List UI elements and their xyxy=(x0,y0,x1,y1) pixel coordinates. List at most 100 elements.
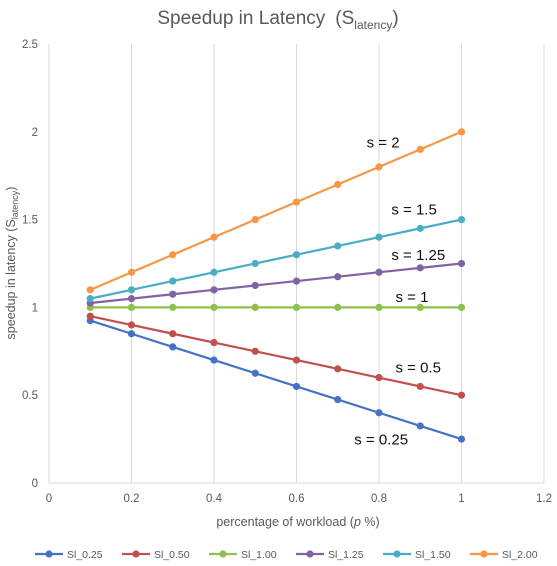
y-axis-title-text: speedup in latency (S xyxy=(4,219,18,339)
x-tick-label: 1 xyxy=(458,493,464,505)
data-point xyxy=(457,259,466,268)
data-point xyxy=(251,259,259,268)
series-line xyxy=(90,262,462,305)
data-point xyxy=(375,268,383,276)
data-point xyxy=(292,198,301,206)
legend-item: Sl_0.50 xyxy=(122,549,190,561)
data-point xyxy=(334,180,342,189)
chart-title-symbol-subscript: latency xyxy=(354,18,392,32)
series-annotation: s = 1 xyxy=(396,289,429,306)
data-point xyxy=(127,268,136,276)
data-point xyxy=(375,233,383,241)
series-sl-0-50 xyxy=(86,312,466,399)
y-tick-label: 0 xyxy=(32,478,38,490)
data-point xyxy=(251,303,259,311)
y-axis-title-subscript: latency xyxy=(10,190,20,219)
data-point xyxy=(416,382,424,391)
data-point xyxy=(457,128,466,136)
x-axis-title: percentage of workload (p %) xyxy=(216,515,379,529)
data-point xyxy=(334,273,342,281)
data-point xyxy=(334,365,342,373)
data-point xyxy=(210,286,218,294)
series-sl-1-50 xyxy=(86,216,466,303)
data-point xyxy=(210,303,218,311)
legend-label: Sl_2.00 xyxy=(502,549,538,561)
legend-swatch-marker xyxy=(132,550,140,558)
data-point xyxy=(416,264,424,272)
chart-title: Speedup in Latency (Slatency) xyxy=(157,8,398,32)
series-line xyxy=(90,218,462,300)
legend-label: Sl_1.00 xyxy=(241,549,277,561)
data-point xyxy=(416,303,424,311)
data-point xyxy=(251,369,259,377)
y-tick-label: 0.5 xyxy=(22,390,38,402)
data-point xyxy=(416,145,424,153)
data-point xyxy=(169,303,177,311)
y-tick-label: 1.5 xyxy=(22,215,38,227)
data-point xyxy=(169,290,177,298)
legend-swatch-marker xyxy=(45,550,53,558)
data-point xyxy=(416,224,424,232)
legend: Sl_0.25 Sl_0.50 Sl_1.00 Sl_1.25 Sl_1.50 Sl_2.… xyxy=(35,549,538,561)
data-point xyxy=(457,391,466,399)
series-annotation: s = 1.5 xyxy=(391,201,436,218)
legend-item: Sl_2.00 xyxy=(470,549,538,561)
data-point xyxy=(127,321,136,329)
legend-label: Sl_1.25 xyxy=(328,549,364,561)
data-point xyxy=(334,242,342,250)
data-point xyxy=(127,303,136,311)
data-point xyxy=(292,277,301,285)
x-tick-label: 0.4 xyxy=(206,493,223,505)
data-point xyxy=(292,251,301,259)
legend-item: Sl_0.25 xyxy=(35,549,103,561)
series-annotation: s = 0.5 xyxy=(396,359,441,376)
series-annotation: s = 2 xyxy=(367,135,400,152)
legend-swatch-marker xyxy=(393,550,401,558)
data-point xyxy=(169,251,177,259)
x-tick-label: 0.6 xyxy=(289,493,305,505)
legend-label: Sl_0.50 xyxy=(154,549,190,561)
data-point xyxy=(169,330,177,338)
data-point xyxy=(375,409,383,417)
data-point xyxy=(169,277,177,285)
chart-title-symbol: (S xyxy=(335,8,354,29)
series-line xyxy=(89,319,462,441)
series-annotation: s = 0.25 xyxy=(354,431,408,448)
legend-item: Sl_1.00 xyxy=(209,549,277,561)
x-tick-label: 0 xyxy=(46,493,52,505)
legend-swatch-marker xyxy=(306,550,314,558)
data-point xyxy=(127,286,136,294)
data-point xyxy=(210,233,218,241)
annotations: s = 2 s = 1.5 s = 1.25 s = 1 s = 0.5 s = 0.25 xyxy=(354,135,445,449)
x-tick-label: 0.8 xyxy=(371,493,387,505)
data-point xyxy=(375,163,383,171)
data-point xyxy=(292,303,301,311)
x-axis-title-tail: %) xyxy=(361,515,380,529)
legend-item: Sl_1.25 xyxy=(296,549,364,561)
chart-title-text: Speedup in Latency xyxy=(157,8,325,29)
data-point xyxy=(457,303,466,311)
y-axis-title-close: ) xyxy=(4,187,18,191)
data-point xyxy=(292,382,301,391)
legend-label: Sl_0.25 xyxy=(67,549,103,561)
x-tick-label: 0.2 xyxy=(124,493,140,505)
data-point xyxy=(169,343,177,351)
legend-item: Sl_1.50 xyxy=(383,549,451,561)
series-annotation: s = 1.25 xyxy=(391,247,445,264)
data-point xyxy=(127,295,136,303)
data-point xyxy=(86,312,94,320)
series-lines xyxy=(86,128,466,443)
x-axis-title-variable: p xyxy=(353,515,361,529)
data-point xyxy=(251,281,259,290)
series-line xyxy=(89,130,462,291)
x-tick-label: 1.2 xyxy=(536,493,552,505)
data-point xyxy=(292,356,301,364)
axes: 0 0.2 0.4 0.6 0.8 1 1.2 0 0.5 1 1.5 2 2.5 xyxy=(22,39,552,505)
data-point xyxy=(210,338,218,347)
data-point xyxy=(210,268,218,276)
data-point xyxy=(375,374,383,382)
data-point xyxy=(334,303,342,311)
series-sl-0-25 xyxy=(86,316,466,443)
legend-swatch-marker xyxy=(219,550,227,558)
